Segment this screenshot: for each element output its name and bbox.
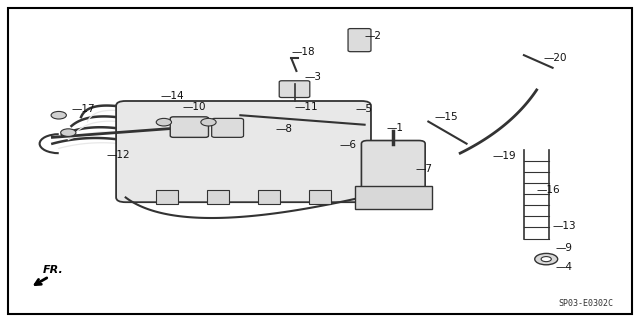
Text: —12: —12 [106, 150, 130, 160]
Text: —15: —15 [435, 112, 458, 122]
Text: —10: —10 [183, 102, 207, 112]
Text: —5: —5 [355, 104, 372, 114]
Circle shape [535, 253, 557, 265]
Text: —13: —13 [552, 221, 576, 231]
FancyBboxPatch shape [258, 190, 280, 204]
FancyBboxPatch shape [355, 186, 431, 209]
Text: —6: —6 [339, 140, 356, 150]
FancyBboxPatch shape [212, 118, 244, 137]
FancyBboxPatch shape [348, 29, 371, 52]
Text: SP03-E0302C: SP03-E0302C [558, 299, 613, 308]
FancyBboxPatch shape [207, 190, 229, 204]
Circle shape [156, 118, 172, 126]
FancyBboxPatch shape [156, 190, 178, 204]
FancyBboxPatch shape [362, 141, 425, 191]
Text: —18: —18 [291, 47, 315, 57]
Text: —3: —3 [304, 72, 321, 82]
Text: —9: —9 [556, 243, 573, 253]
FancyBboxPatch shape [309, 190, 331, 204]
Circle shape [61, 129, 76, 137]
Text: FR.: FR. [43, 265, 63, 275]
Circle shape [51, 111, 67, 119]
Text: —16: —16 [537, 184, 560, 195]
Text: —19: —19 [492, 151, 516, 161]
Circle shape [201, 118, 216, 126]
Circle shape [541, 256, 551, 262]
FancyBboxPatch shape [170, 117, 209, 137]
Text: —17: —17 [72, 104, 95, 114]
Text: —2: —2 [365, 31, 381, 41]
Text: —8: —8 [275, 124, 292, 135]
Text: —20: —20 [543, 53, 566, 63]
Text: —7: —7 [415, 164, 433, 174]
FancyBboxPatch shape [279, 81, 310, 98]
Text: —4: —4 [556, 262, 573, 272]
FancyBboxPatch shape [116, 101, 371, 202]
Text: —1: —1 [387, 123, 404, 133]
Text: —14: —14 [161, 91, 184, 101]
Text: —11: —11 [294, 102, 318, 112]
